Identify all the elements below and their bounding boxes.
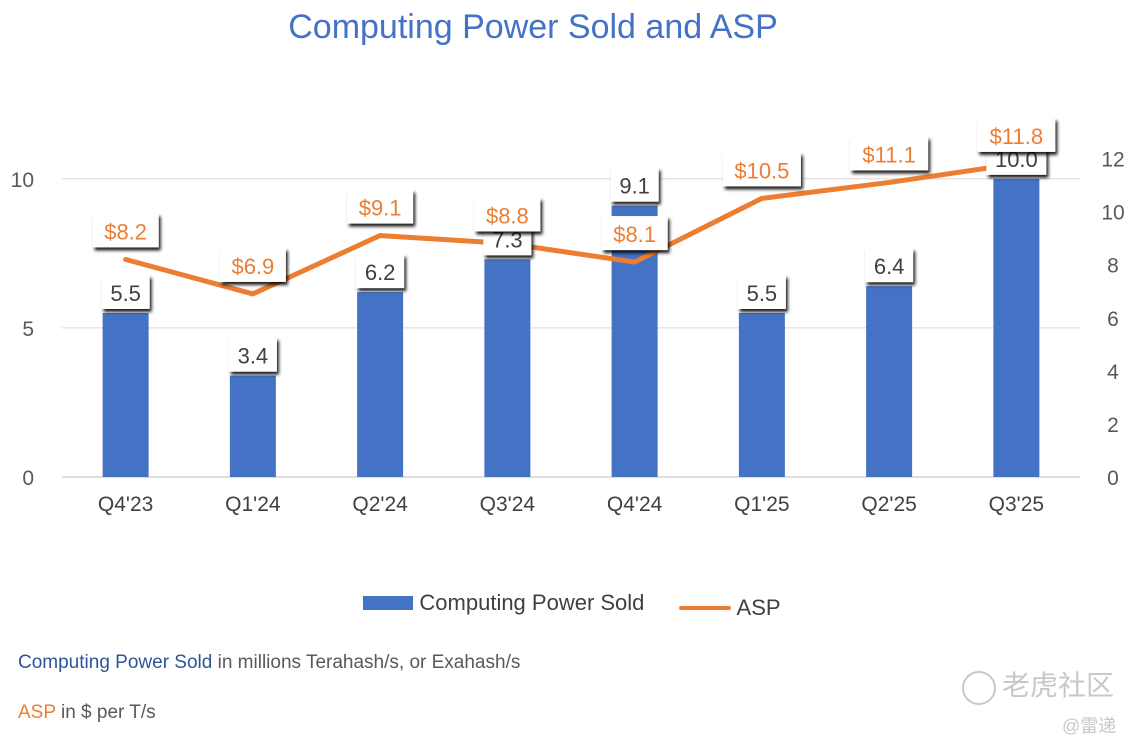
asp-data-label-box (722, 152, 801, 187)
gridlines (62, 178, 1080, 478)
legend-item-asp: ASP (678, 595, 781, 621)
x-tick-label: Q2'25 (861, 493, 916, 516)
asp-data-label-box (977, 117, 1056, 152)
bar-data-label-box (865, 248, 914, 283)
bar (357, 292, 404, 477)
bar-data-label-box (101, 274, 150, 309)
watermark-text: 老虎社区 (1002, 670, 1115, 701)
bar (611, 205, 658, 477)
watermark-handle: @雷递 (1062, 716, 1117, 736)
bar (229, 375, 276, 477)
bar-data-label: 5.5 (110, 281, 141, 306)
bar (484, 259, 531, 477)
watermark: 老虎社区 (962, 664, 1114, 705)
axes: 0 5 10 0 2 4 6 8 10 12 Q4'23 Q1'24 Q2'24 Q3'24 Q4'24 Q1… (11, 149, 1125, 516)
asp-data-label-box (474, 197, 541, 232)
y-right-tick-label: 0 (1107, 467, 1119, 490)
bar (738, 312, 785, 477)
bar (993, 178, 1040, 478)
asp-data-label: $8.1 (613, 222, 656, 247)
y-right-tick-label: 4 (1107, 361, 1119, 384)
x-tick-label: Q1'24 (225, 493, 281, 516)
bar-data-label: 6.4 (874, 254, 905, 279)
y-left-tick-label: 0 (22, 467, 34, 490)
bar-data-label: 9.1 (619, 174, 650, 199)
asp-data-label-box (92, 213, 159, 248)
asp-data-label: $6.9 (231, 254, 274, 279)
asp-data-label: $10.5 (734, 158, 789, 183)
asp-data-label: $8.8 (486, 203, 529, 228)
asp-data-label: $8.2 (104, 219, 147, 244)
asp-data-label-box (850, 136, 929, 171)
y-left-tick-label: 10 (11, 169, 34, 192)
bar-data-label-box (737, 274, 786, 309)
x-tick-label: Q4'24 (607, 493, 663, 516)
legend-label-asp: ASP (736, 595, 781, 620)
legend-item-computing-power: Computing Power Sold (363, 590, 644, 616)
legend: Computing Power Sold ASP (0, 590, 1144, 621)
bar-data-label-box (356, 254, 405, 289)
note-asp-term: ASP (18, 702, 56, 723)
y-right-tick-label: 2 (1107, 414, 1119, 437)
x-tick-label: Q1'25 (734, 493, 789, 516)
y-right-tick-label: 12 (1101, 149, 1124, 172)
legend-swatch-bar (363, 596, 414, 610)
asp-data-label: $11.8 (990, 124, 1043, 149)
note-asp: ASP in $ per T/s (18, 702, 156, 724)
y-left-tick-label: 5 (22, 318, 34, 341)
bar (866, 286, 913, 477)
legend-label-computing-power: Computing Power Sold (419, 590, 645, 615)
asp-data-label-box (219, 247, 286, 282)
asp-data-label: $9.1 (359, 196, 402, 221)
chart-svg: 0 5 10 0 2 4 6 8 10 12 Q4'23 Q1'24 Q2'24 Q3'24 Q4'24 Q1… (11, 117, 1125, 516)
data-labels: 5.53.46.27.39.15.56.410.0$8.2$6.9$9.1 $8.… (92, 117, 1056, 372)
y-right-tick-label: 8 (1107, 255, 1119, 278)
bar-data-label-box (228, 337, 277, 372)
bar (102, 312, 149, 477)
bar-data-label: 6.2 (365, 260, 396, 285)
bar-series (102, 178, 1040, 478)
watermark-logo-icon (962, 670, 996, 705)
note-computing-power: Computing Power Sold in millions Terahas… (18, 652, 520, 674)
y-right-tick-label: 6 (1107, 308, 1119, 331)
bar-data-label-box (610, 167, 659, 202)
x-tick-label: Q3'24 (480, 493, 536, 516)
note-asp-desc: in $ per T/s (55, 702, 156, 723)
note-cps-desc: in millions Terahash/s, or Exahash/s (212, 652, 521, 673)
x-tick-label: Q4'23 (98, 493, 153, 516)
x-tick-label: Q3'25 (989, 493, 1044, 516)
asp-line (123, 161, 1019, 297)
asp-data-label-box (601, 216, 668, 251)
chart-title: Computing Power Sold and ASP (288, 8, 778, 46)
x-tick-label: Q2'24 (352, 493, 408, 516)
bar-data-label: 3.4 (238, 344, 269, 369)
y-right-tick-label: 10 (1101, 202, 1124, 225)
asp-data-label: $11.1 (862, 142, 915, 167)
note-cps-term: Computing Power Sold (18, 652, 213, 673)
legend-swatch-line (678, 606, 731, 610)
bar-data-label: 5.5 (747, 281, 778, 306)
asp-data-label-box (347, 189, 414, 224)
